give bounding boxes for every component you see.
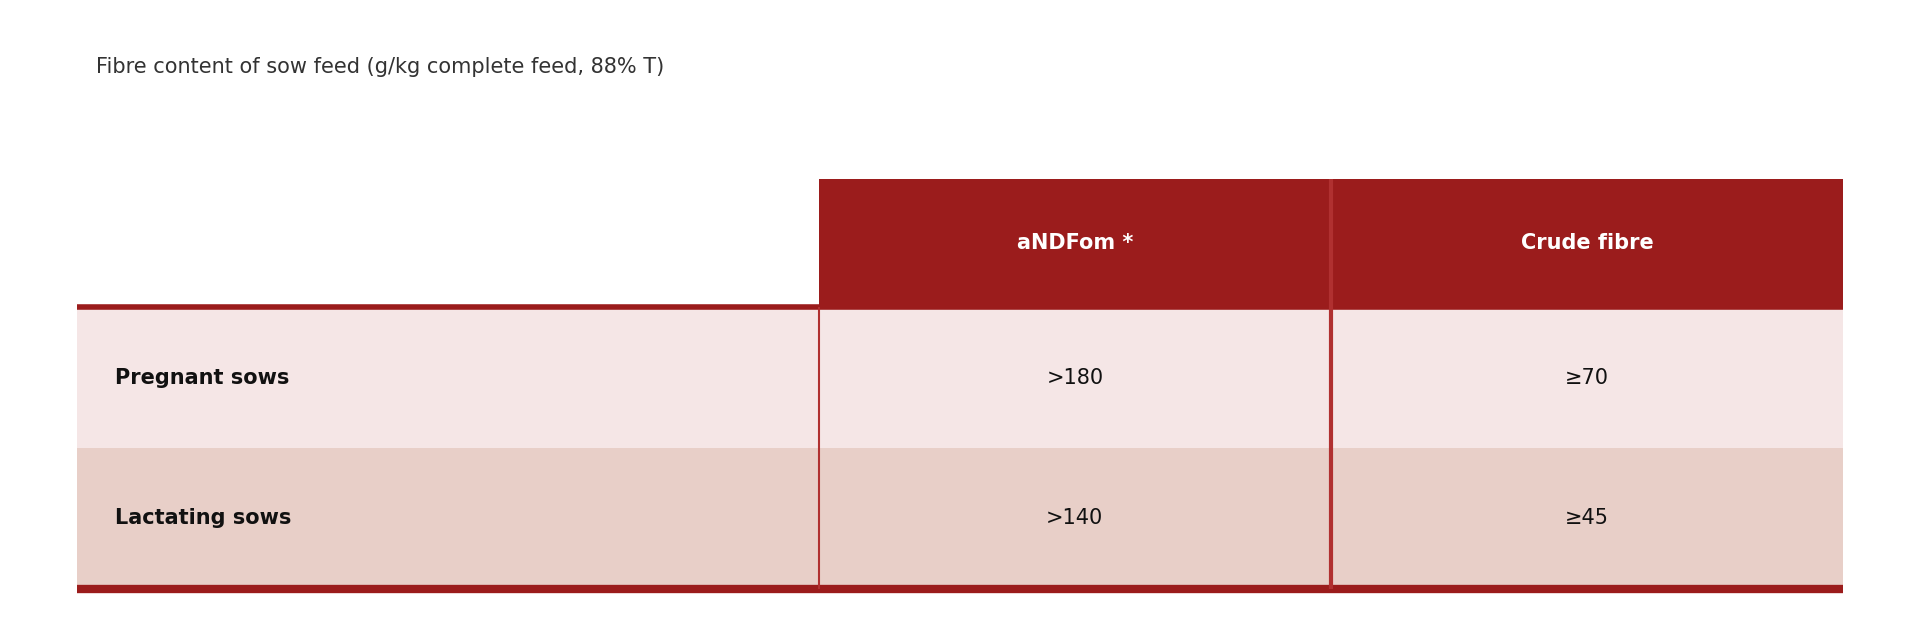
Text: >140: >140 (1046, 508, 1104, 529)
Text: ≥70: ≥70 (1565, 367, 1609, 388)
Text: Fibre content of sow feed (g/kg complete feed, 88% T): Fibre content of sow feed (g/kg complete… (96, 57, 664, 77)
Text: Lactating sows: Lactating sows (115, 508, 292, 529)
Text: Pregnant sows: Pregnant sows (115, 367, 290, 388)
Text: ≥45: ≥45 (1565, 508, 1609, 529)
FancyBboxPatch shape (77, 448, 1843, 589)
Text: aNDFom *: aNDFom * (1016, 233, 1133, 253)
FancyBboxPatch shape (77, 307, 1843, 448)
Text: >180: >180 (1046, 367, 1104, 388)
FancyBboxPatch shape (818, 179, 1843, 307)
Text: Crude fibre: Crude fibre (1521, 233, 1653, 253)
